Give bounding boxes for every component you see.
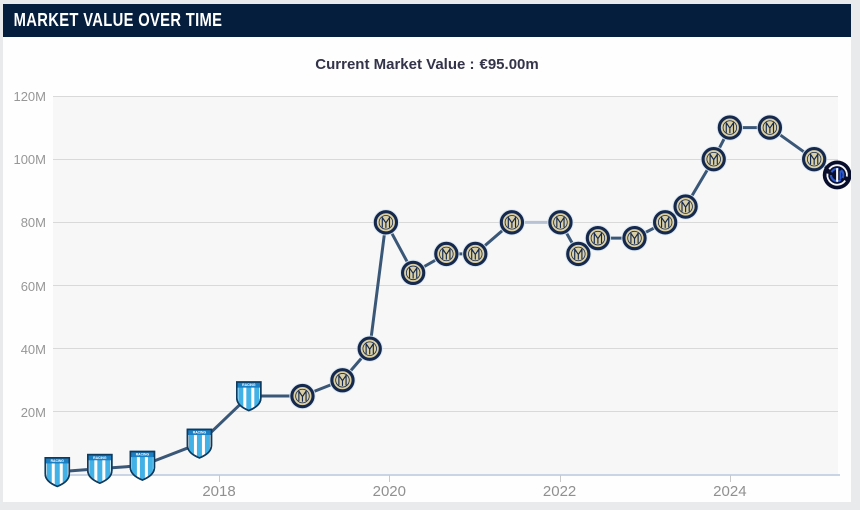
data-point-inter-milan-old-crest[interactable] bbox=[498, 209, 526, 236]
data-point-inter-milan-old-crest[interactable] bbox=[672, 193, 699, 220]
page-title: MARKET VALUE OVER TIME bbox=[13, 10, 223, 30]
racing-badge-label: RACING bbox=[193, 431, 207, 435]
data-point-racing-club-badge[interactable]: RACING bbox=[186, 428, 213, 459]
current-market-value-label: Current Market Value : bbox=[315, 56, 475, 73]
y-gridline bbox=[53, 348, 838, 350]
x-axis-label: 2020 bbox=[372, 483, 406, 500]
data-point-inter-milan-old-crest[interactable] bbox=[716, 114, 744, 141]
x-axis-label: 2022 bbox=[542, 483, 577, 500]
data-point-inter-milan-old-crest[interactable] bbox=[800, 145, 828, 173]
x-axis-tick bbox=[729, 475, 731, 482]
racing-badge-label: RACING bbox=[136, 453, 150, 457]
x-axis-line bbox=[53, 474, 840, 476]
data-point-racing-club-badge[interactable]: RACING bbox=[236, 381, 262, 412]
data-point-inter-milan-old-crest[interactable] bbox=[372, 209, 400, 236]
data-point-inter-milan-old-crest[interactable] bbox=[651, 209, 679, 236]
x-axis-tick bbox=[559, 475, 561, 482]
data-point-inter-milan-old-crest[interactable] bbox=[356, 335, 383, 362]
data-point-inter-milan-old-crest[interactable] bbox=[700, 145, 727, 173]
data-point-inter-milan-old-crest[interactable] bbox=[329, 367, 356, 394]
y-axis-label: 20M bbox=[20, 404, 46, 420]
chart-card: MARKET VALUE OVER TIME Current Market Va… bbox=[3, 4, 851, 502]
y-gridline bbox=[53, 285, 838, 286]
y-gridline bbox=[53, 221, 838, 223]
x-axis-tick bbox=[219, 475, 221, 482]
data-point-inter-milan-old-crest[interactable] bbox=[289, 382, 316, 410]
data-point-inter-milan-old-crest[interactable] bbox=[399, 259, 427, 287]
data-point-inter-milan-old-crest[interactable] bbox=[584, 224, 612, 252]
y-gridline bbox=[53, 411, 838, 413]
y-axis-label: 80M bbox=[20, 215, 46, 231]
current-market-value-amount: €95.00m bbox=[479, 56, 539, 73]
data-point-inter-milan-new-crest[interactable] bbox=[822, 160, 851, 190]
data-point-racing-club-badge[interactable]: RACING bbox=[87, 453, 113, 485]
y-axis-label: 120M bbox=[13, 89, 46, 104]
y-gridline bbox=[53, 95, 838, 97]
racing-badge-label: RACING bbox=[93, 456, 107, 460]
data-point-inter-milan-old-crest[interactable] bbox=[565, 240, 592, 268]
data-point-inter-milan-old-crest[interactable] bbox=[756, 114, 784, 141]
market-value-line-chart: RACING RACING RACING RACING RACING bbox=[44, 114, 851, 488]
data-point-inter-milan-old-crest[interactable] bbox=[462, 240, 489, 268]
racing-badge-label: RACING bbox=[51, 459, 65, 463]
current-market-value: Current Market Value : €95.00m bbox=[3, 56, 851, 73]
x-axis-tick bbox=[389, 475, 391, 482]
y-gridline bbox=[53, 158, 838, 160]
racing-badge-label: RACING bbox=[242, 383, 256, 387]
data-point-racing-club-badge[interactable]: RACING bbox=[44, 457, 71, 488]
y-axis-label: 40M bbox=[20, 341, 46, 357]
x-axis-label: 2018 bbox=[202, 483, 236, 500]
y-axis-label: 60M bbox=[20, 278, 46, 294]
widget-header: MARKET VALUE OVER TIME bbox=[3, 4, 851, 37]
data-point-inter-milan-old-crest[interactable] bbox=[547, 209, 574, 236]
data-point-inter-milan-old-crest[interactable] bbox=[433, 240, 460, 268]
data-point-inter-milan-old-crest[interactable] bbox=[621, 224, 648, 252]
data-point-racing-club-badge[interactable]: RACING bbox=[129, 450, 156, 482]
y-axis-label: 100M bbox=[13, 152, 46, 168]
line-segment bbox=[368, 220, 388, 351]
x-axis-label: 2024 bbox=[713, 483, 747, 500]
